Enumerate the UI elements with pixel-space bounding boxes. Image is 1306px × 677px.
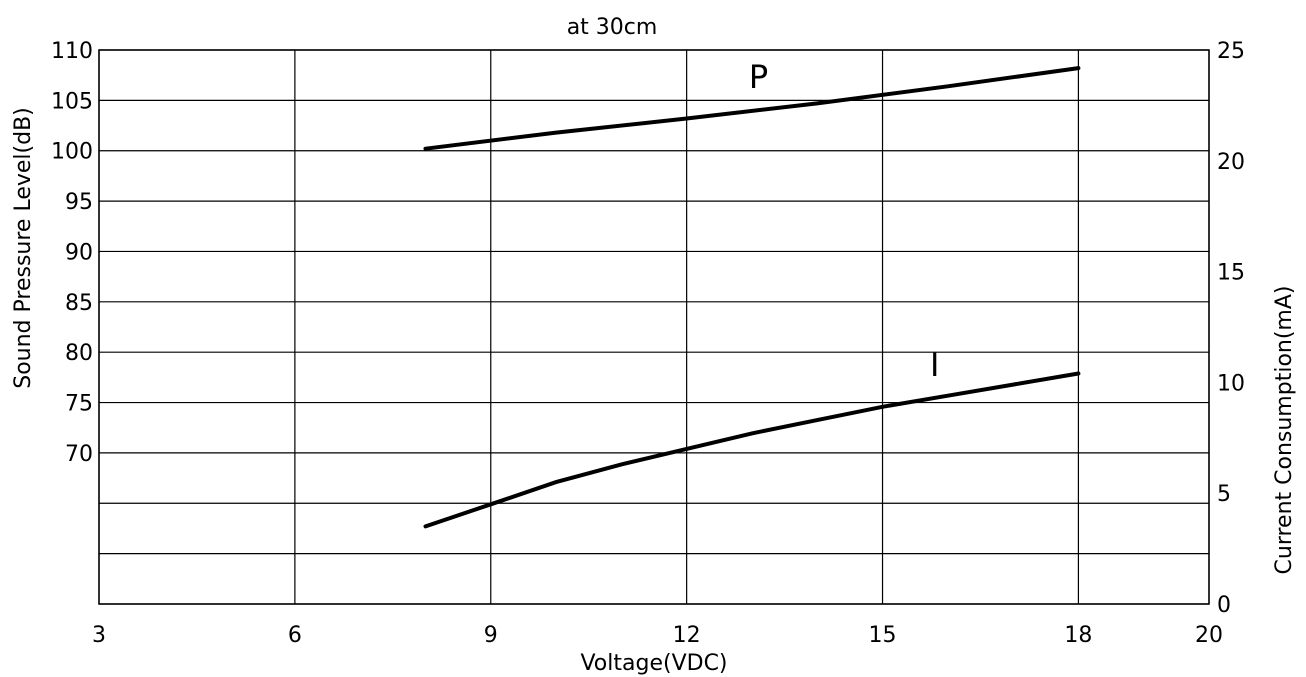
y-tick-label-left: 70 bbox=[65, 442, 93, 467]
y-tick-label-left: 80 bbox=[65, 341, 93, 366]
y-tick-label-left: 95 bbox=[65, 190, 93, 215]
x-tick-label: 12 bbox=[673, 623, 701, 648]
x-tick-label: 18 bbox=[1064, 623, 1092, 648]
y-tick-label-left: 110 bbox=[51, 39, 93, 64]
x-tick-label: 6 bbox=[288, 623, 302, 648]
series-line-I bbox=[423, 371, 1081, 529]
series-label-P: P bbox=[749, 58, 768, 96]
grid-layer bbox=[98, 49, 1210, 605]
series-line-P bbox=[423, 66, 1081, 151]
y-tick-label-right: 5 bbox=[1217, 482, 1231, 507]
x-axis-label: Voltage(VDC) bbox=[580, 651, 727, 676]
y-tick-label-right: 0 bbox=[1217, 593, 1231, 618]
y-axis-label-right: Current Consumption(mA) bbox=[1272, 286, 1297, 575]
x-tick-label: 20 bbox=[1195, 623, 1223, 648]
y-tick-label-left: 90 bbox=[65, 240, 93, 265]
y-tick-label-left: 105 bbox=[51, 89, 93, 114]
x-tick-label: 9 bbox=[484, 623, 498, 648]
series-label-I: I bbox=[930, 346, 939, 384]
y-tick-label-left: 75 bbox=[65, 392, 93, 417]
y-axis-label-left: Sound Pressure Level(dB) bbox=[11, 107, 36, 389]
tick-labels: 3 6 9 12 15 18 2011010510095908580757025201510… bbox=[51, 39, 1245, 648]
y-tick-label-right: 20 bbox=[1217, 150, 1245, 175]
chart-title: at 30cm bbox=[567, 15, 658, 40]
y-tick-label-right: 15 bbox=[1217, 261, 1245, 286]
x-tick-label: 15 bbox=[869, 623, 897, 648]
plot-frame bbox=[98, 49, 1210, 605]
y-tick-label-right: 25 bbox=[1217, 39, 1245, 64]
y-tick-label-left: 85 bbox=[65, 291, 93, 316]
y-tick-label-right: 10 bbox=[1217, 371, 1245, 396]
y-tick-label-left: 100 bbox=[51, 140, 93, 165]
series-layer: PI bbox=[423, 58, 1081, 529]
x-tick-label: 3 bbox=[92, 623, 106, 648]
